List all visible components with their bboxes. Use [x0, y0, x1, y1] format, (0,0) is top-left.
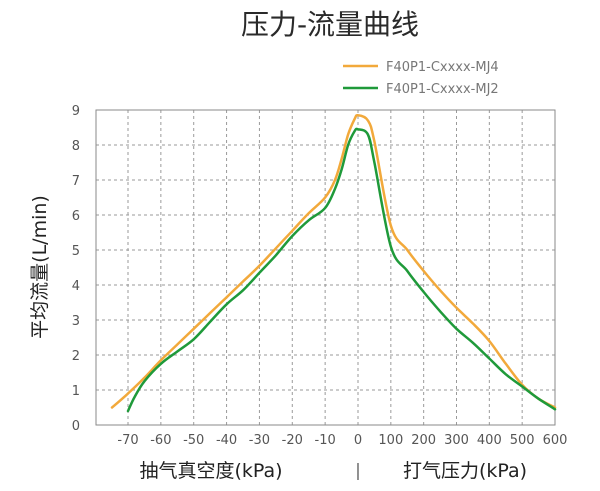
x-tick-label: -20: [282, 433, 303, 448]
x-tick-label: 100: [378, 433, 403, 448]
y-tick-label: 3: [72, 314, 80, 329]
x-tick-label: 200: [411, 433, 436, 448]
series-layer: [110, 113, 557, 413]
x-tick-label: -30: [249, 433, 270, 448]
legend-label-2: F40P1-Cxxxx-MJ2: [386, 82, 499, 97]
x-axis-label-separator: |: [355, 461, 361, 481]
series-line-1: [110, 113, 557, 409]
x-tick-label: 400: [477, 433, 502, 448]
y-tick-label: 4: [72, 279, 80, 294]
y-tick-label: 2: [72, 349, 80, 364]
y-tick-label: 6: [72, 209, 80, 224]
x-tick-label: -40: [216, 433, 237, 448]
x-axis-label-vacuum: 抽气真空度(kPa): [139, 460, 282, 482]
y-tick-labels: 0 1 2 3 4 5 6 7 8 9: [72, 104, 80, 434]
legend-label-1: F40P1-Cxxxx-MJ4: [386, 60, 499, 75]
y-tick-label: 5: [72, 244, 80, 259]
y-tick-label: 8: [72, 139, 80, 154]
x-tick-label: -10: [315, 433, 336, 448]
legend: F40P1-Cxxxx-MJ4 F40P1-Cxxxx-MJ2: [343, 60, 499, 97]
y-tick-label: 1: [72, 384, 80, 399]
x-tick-label: -60: [150, 433, 171, 448]
x-tick-label: 300: [444, 433, 469, 448]
y-tick-label: 7: [72, 174, 80, 189]
chart-title: 压力-流量曲线: [241, 8, 419, 41]
x-tick-label: 500: [510, 433, 535, 448]
grid: [96, 110, 556, 425]
x-tick-label: -50: [183, 433, 204, 448]
x-tick-label: -70: [117, 433, 138, 448]
y-axis-label: 平均流量(L/min): [29, 195, 51, 339]
y-tick-label: 9: [72, 104, 80, 119]
x-axis-label-pressure: 打气压力(kPa): [403, 460, 527, 482]
x-tick-label: 0: [354, 433, 362, 448]
plot-frame: [95, 109, 556, 426]
y-tick-label: 0: [72, 419, 80, 434]
x-tick-labels: -70 -60 -50 -40 -30 -20 -10 0 100 200 300 400 500 600: [117, 433, 567, 448]
x-tick-label: 600: [543, 433, 568, 448]
series-line-2: [126, 127, 557, 413]
